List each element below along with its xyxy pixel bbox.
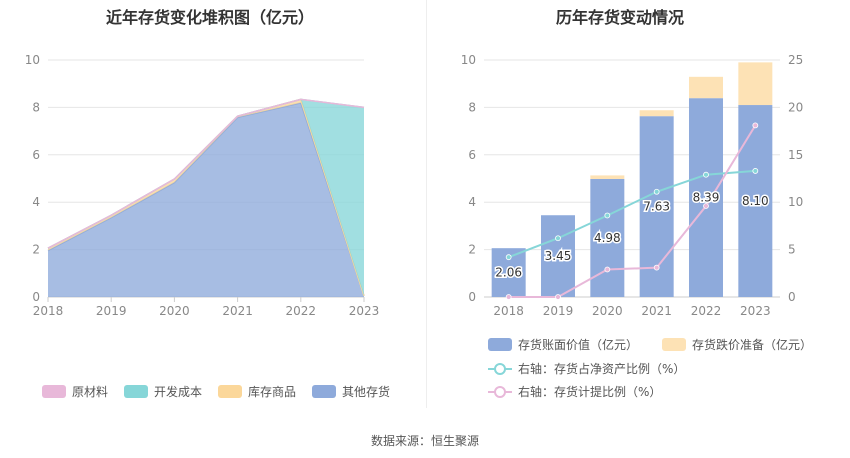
legend-item-development-cost[interactable]: 开发成本 (124, 383, 202, 400)
y-tick-label: 8 (468, 100, 476, 114)
legend-label: 存货账面价值（亿元） (518, 338, 639, 352)
x-tick-label: 2019 (543, 304, 574, 318)
x-tick-label: 2018 (33, 304, 64, 318)
y-tick-label: 4 (468, 195, 476, 209)
legend-item-raw-materials[interactable]: 原材料 (42, 383, 108, 400)
right-chart-title: 历年存货变动情况 (555, 8, 684, 27)
right-chart-legend-bars: 存货账面价值（亿元） 存货跌价准备（亿元） (488, 336, 828, 353)
legend-swatch (124, 385, 149, 398)
bar-book-value (689, 98, 723, 297)
bar-value-label: 8.10 (742, 194, 769, 208)
chart-divider (426, 0, 427, 408)
legend-label: 右轴：存货占净资产比例（%） (518, 362, 686, 376)
x-tick-label: 2019 (96, 304, 127, 318)
y2-tick-label: 0 (788, 290, 796, 304)
y-tick-label: 10 (461, 53, 476, 67)
x-tick-label: 2021 (222, 304, 253, 318)
stacked-area-chart: 0 2 4 6 8 10 2018 2019 2020 2021 2022 2023 (25, 53, 380, 318)
y-tick-label: 10 (25, 53, 40, 67)
line-point (604, 212, 611, 219)
legend-label: 原材料 (72, 385, 109, 399)
x-tick-label: 2022 (691, 304, 722, 318)
area-其他存货 (48, 102, 364, 297)
legend-swatch (312, 385, 337, 398)
line-右轴：存货占净资产比例（%） (508, 169, 756, 259)
bar-impairment (590, 175, 625, 179)
bar-value-label: 3.45 (545, 249, 572, 263)
data-source: 数据来源：恒生聚源 (370, 434, 479, 448)
legend-label: 开发成本 (154, 385, 203, 399)
legend-swatch (218, 385, 243, 398)
y-tick-label: 6 (32, 148, 40, 162)
legend-swatch (662, 338, 687, 351)
legend-swatch (488, 338, 512, 351)
legend-label: 右轴：存货计提比例（%） (518, 385, 662, 399)
legend-item-provision-ratio[interactable]: 右轴：存货计提比例（%） (488, 383, 661, 400)
line-point (703, 171, 709, 178)
legend-label: 库存商品 (248, 385, 297, 399)
bar-impairment (738, 62, 773, 106)
legend-line-marker (488, 385, 512, 398)
line-point (653, 188, 660, 195)
left-chart-legend: 原材料 开发成本 库存商品 其他存货 (42, 383, 406, 400)
y2-tick-label: 25 (788, 53, 803, 67)
y-tick-label: 2 (468, 243, 476, 257)
line-point (604, 266, 611, 273)
line-point (505, 294, 512, 300)
legend-swatch (42, 385, 66, 398)
legend-item-finished-goods[interactable]: 库存商品 (218, 383, 296, 400)
line-point (653, 264, 660, 271)
y-tick-label: 0 (32, 290, 40, 304)
bar-value-label: 7.63 (643, 200, 670, 214)
line-point (752, 122, 759, 129)
legend-item-net-asset-ratio[interactable]: 右轴：存货占净资产比例（%） (488, 360, 685, 377)
legend-item-impairment[interactable]: 存货跌价准备（亿元） (662, 336, 812, 353)
y-tick-label: 6 (468, 148, 476, 162)
y2-tick-label: 10 (788, 195, 803, 209)
legend-item-other-inventory[interactable]: 其他存货 (312, 383, 390, 400)
bar-book-value (590, 178, 625, 297)
bar-book-value (738, 105, 773, 297)
line-point (555, 235, 561, 242)
bar-impairment (639, 110, 674, 117)
left-chart-title: 近年存货变化堆积图（亿元） (105, 8, 314, 27)
bar-impairment (689, 76, 723, 99)
x-tick-label: 2021 (641, 304, 672, 318)
x-tick-label: 2018 (493, 304, 524, 318)
y2-tick-label: 20 (788, 100, 803, 114)
legend-line-marker (488, 362, 512, 375)
legend-label: 存货跌价准备（亿元） (692, 338, 813, 352)
x-tick-label: 2022 (286, 304, 317, 318)
x-tick-label: 2023 (349, 304, 380, 318)
bar-value-label: 2.06 (495, 266, 522, 280)
y-tick-label: 4 (32, 195, 40, 209)
y2-tick-label: 15 (788, 148, 803, 162)
y2-tick-label: 5 (788, 243, 796, 257)
x-tick-label: 2020 (159, 304, 190, 318)
y-tick-label: 8 (32, 100, 40, 114)
line-右轴：存货计提比例（%） (508, 124, 757, 298)
y-tick-label: 0 (468, 290, 476, 304)
line-point (505, 254, 512, 261)
x-tick-label: 2020 (592, 304, 623, 318)
legend-item-book-value[interactable]: 存货账面价值（亿元） (488, 336, 638, 353)
line-point (752, 168, 759, 174)
inventory-bar-line-chart: 0 2 4 6 8 10 0 5 10 15 20 25 2018 2019 2020 2021 2022 202… (461, 53, 804, 318)
bar-value-label: 8.39 (693, 191, 720, 205)
area-line-原材料 (47, 98, 365, 249)
area-开发成本 (48, 99, 364, 296)
line-point (703, 203, 709, 209)
line-point (555, 294, 561, 300)
legend-label: 其他存货 (342, 385, 391, 399)
y-tick-label: 2 (32, 243, 40, 257)
x-tick-label: 2023 (740, 304, 771, 318)
bar-book-value (541, 215, 575, 297)
bar-value-label: 4.98 (594, 231, 621, 245)
